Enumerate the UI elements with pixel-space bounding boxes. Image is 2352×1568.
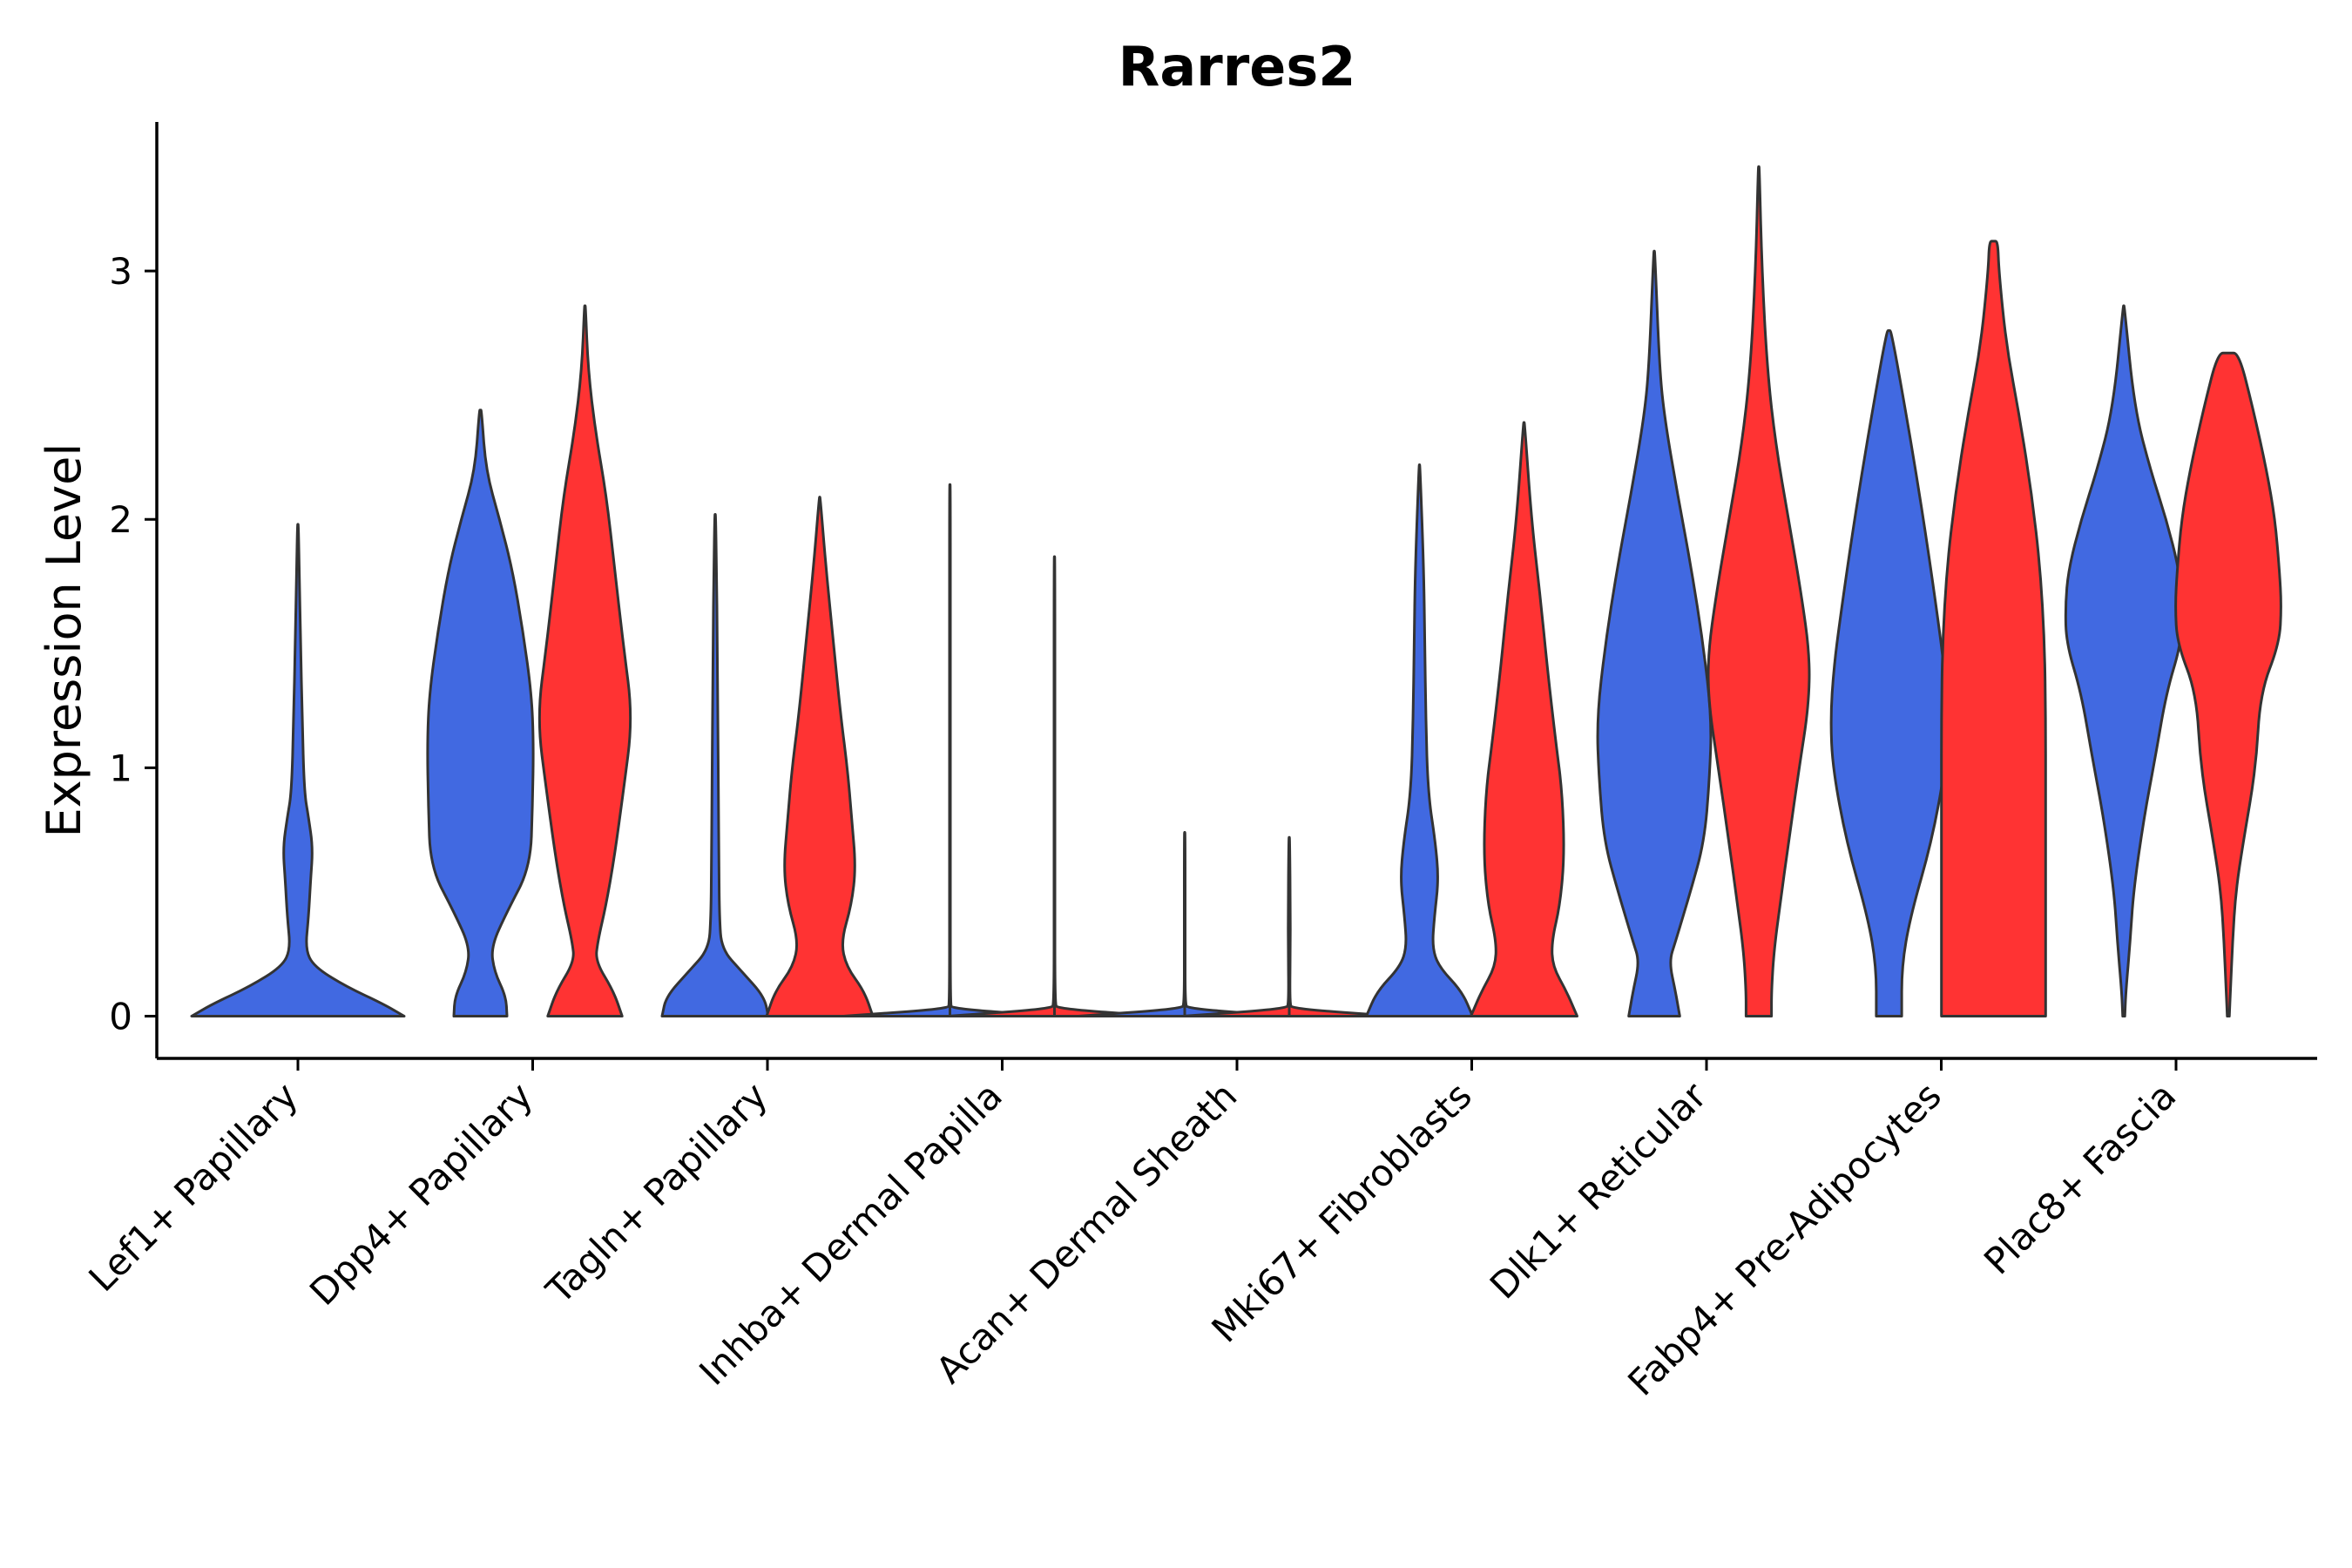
violin-tagln-papillary-1 <box>660 513 770 1017</box>
violin-mki67-fibroblasts-1 <box>1365 463 1474 1017</box>
x-tick-label-lef1-papillary: Lef1+ Papillary <box>80 1074 306 1300</box>
violin-plac8-fascia-1 <box>2064 304 2184 1017</box>
violin-fabp4-pre-adipocytes-2 <box>1940 240 2047 1017</box>
violin-fabp4-pre-adipocytes-1 <box>1829 329 1949 1017</box>
x-tick-label-plac8-fascia: Plac8+ Fascia <box>1976 1074 2184 1282</box>
violin-tagln-papillary-2 <box>765 496 875 1017</box>
violin-plac8-fascia-2 <box>2174 351 2282 1017</box>
y-tick-label-2: 2 <box>109 498 132 541</box>
violin-dlk1-reticular-2 <box>1707 165 1811 1017</box>
violin-mki67-fibroblasts-2 <box>1470 421 1578 1017</box>
violin-lef1-papillary-1 <box>190 523 406 1017</box>
y-tick-label-3: 3 <box>109 250 132 293</box>
chart-title: Rarres2 <box>1119 35 1356 98</box>
x-tick-label-dlk1-reticular: Dlk1+ Reticular <box>1482 1074 1715 1308</box>
x-tick-label-mki67-fibroblasts: Mki67+ Fibroblasts <box>1203 1074 1479 1350</box>
y-axis-label: Expression Level <box>37 443 91 838</box>
violin-dpp4-papillary-2 <box>537 304 632 1017</box>
y-tick-label-1: 1 <box>109 747 132 789</box>
violin-dlk1-reticular-1 <box>1596 249 1713 1017</box>
y-axis: 0 1 2 3 <box>109 122 159 1058</box>
violin-dpp4-papillary-1 <box>426 409 535 1017</box>
x-tick-label-dpp4-papillary: Dpp4+ Papillary <box>301 1074 541 1314</box>
violin-group <box>190 165 2282 1017</box>
y-tick-label-0: 0 <box>109 996 132 1038</box>
x-tick-label-tagln-papillary: Tagln+ Papillary <box>537 1074 775 1312</box>
